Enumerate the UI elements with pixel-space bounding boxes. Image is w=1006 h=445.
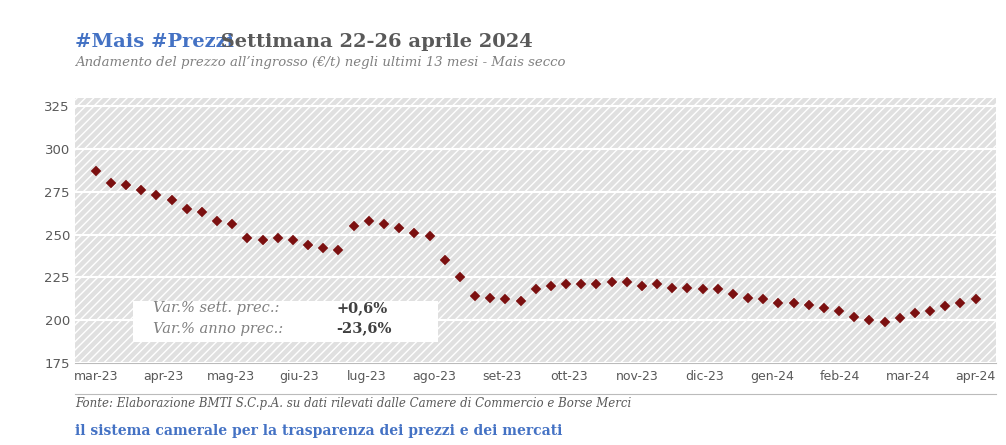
Text: Settimana 22-26 aprile 2024: Settimana 22-26 aprile 2024 (214, 33, 533, 51)
Text: il sistema camerale per la trasparenza dei prezzi e dei mercati: il sistema camerale per la trasparenza d… (75, 424, 562, 438)
Text: Fonte: Elaborazione BMTI S.C.p.A. su dati rilevati dalle Camere di Commercio e B: Fonte: Elaborazione BMTI S.C.p.A. su dat… (75, 397, 632, 410)
Text: #Mais #Prezzi: #Mais #Prezzi (75, 33, 234, 51)
Text: Var.% anno prec.:: Var.% anno prec.: (153, 321, 284, 336)
Text: +0,6%: +0,6% (336, 301, 387, 315)
Text: Var.% sett. prec.:: Var.% sett. prec.: (153, 301, 280, 315)
FancyBboxPatch shape (133, 301, 438, 342)
Text: -23,6%: -23,6% (336, 321, 391, 336)
Text: Andamento del prezzo all’ingrosso (€/t) negli ultimi 13 mesi - Mais secco: Andamento del prezzo all’ingrosso (€/t) … (75, 56, 566, 69)
